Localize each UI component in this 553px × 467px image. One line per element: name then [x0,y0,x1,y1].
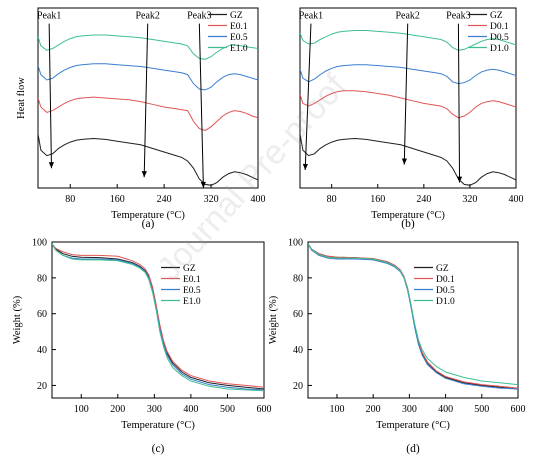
peak-label: Peak3 [446,11,470,22]
legend-label: E0.5 [183,286,201,296]
peak-arrow-line [304,23,312,171]
x-axis-label: Temperature (°C) [371,210,445,221]
y-tick-label: 100 [32,238,47,249]
y-tick-label: 60 [293,309,303,320]
panel-caption: (b) [401,218,415,230]
plot-frame [307,241,519,399]
x-axis-label: Temperature (°C) [121,420,195,431]
series-line-D0.1 [300,90,516,119]
peak-arrow-head [401,158,408,165]
y-tick-label: 80 [37,273,47,284]
peak-label: Peak1 [37,11,61,22]
series-line-E0.1 [38,96,258,131]
panel-d: 100 200 300 400 500 600 20 40 60 80 100 Temperature… [268,238,526,456]
series-line-E1.0 [52,243,264,392]
y-tick-label: 60 [37,309,47,320]
peak-arrow-head [302,163,309,170]
x-tick-label: 500 [474,404,489,415]
legend-label: D0.5 [436,286,455,296]
x-tick-label: 80 [327,194,337,205]
peak-label: Peak1 [299,11,323,22]
legend-label: D0.5 [490,33,509,43]
x-tick-label: 320 [204,194,219,205]
series-line-E1.0 [38,34,258,60]
x-tick-label: 300 [147,404,162,415]
legend-label: GZ [436,264,449,274]
x-tick-label: 320 [462,194,477,205]
x-tick-label: 80 [65,194,75,205]
y-tick-label: 80 [293,273,303,284]
series-line-D1.0 [300,30,516,51]
legend-label: E0.1 [230,22,248,32]
y-tick-label: 100 [288,238,303,249]
x-tick-label: 240 [416,194,431,205]
x-tick-label: 500 [220,404,235,415]
x-tick-label: 200 [366,404,381,415]
peak-label: Peak2 [135,11,159,22]
legend-label: D1.0 [436,297,455,307]
peak-arrow-line [143,23,149,178]
x-tick-label: 100 [329,404,344,415]
series-line-GZ [300,133,516,186]
legend-label: E1.0 [230,44,248,54]
peak-arrow-head [456,176,463,183]
series-line-E0.1 [52,243,264,388]
x-tick-label: 100 [74,404,89,415]
x-tick-label: 200 [110,404,125,415]
peak-arrow-line [457,23,461,183]
panel-caption: (d) [406,443,420,455]
legend-label: D0.1 [490,22,509,32]
x-tick-label: 600 [511,404,526,415]
legend-label: D1.0 [490,44,509,54]
panel-caption: (c) [152,443,165,455]
panel-a: 80 160 240 320 400 Temperature (°C) Heat flow (… [16,7,266,230]
panel-caption: (a) [142,218,155,230]
x-tick-label: 300 [402,404,417,415]
x-tick-label: 160 [110,194,125,205]
x-tick-label: 400 [438,404,453,415]
y-tick-label: 40 [293,345,303,356]
x-tick-label: 600 [257,404,272,415]
peak-label: Peak2 [395,11,419,22]
peak-arrow-line [198,23,204,189]
y-axis-label: Weight (%) [12,295,23,344]
x-axis-label: Temperature (°C) [376,420,450,431]
y-axis-label: Heat flow [16,77,27,119]
plot-frame [51,241,265,399]
series-line-GZ [38,133,258,186]
legend-label: GZ [183,264,196,274]
y-tick-label: 40 [37,345,47,356]
peak-arrow-line [403,23,409,165]
x-tick-label: 160 [370,194,385,205]
legend-label: E1.0 [183,297,201,307]
peak-arrow-head [200,181,206,188]
x-tick-label: 400 [183,404,198,415]
x-tick-label: 400 [251,194,266,205]
legend-label: GZ [490,11,503,21]
series-line-E0.5 [38,63,258,91]
y-axis-label: Weight (%) [268,295,279,344]
x-tick-label: 400 [509,194,524,205]
y-tick-label: 20 [37,381,47,392]
legend-label: D0.1 [436,275,455,285]
y-tick-label: 20 [293,381,303,392]
plot-frame [37,7,259,189]
legend-label: E0.1 [183,275,201,285]
legend-label: E0.5 [230,33,248,43]
peak-arrow-head [141,171,147,178]
peak-arrow-head [48,162,54,169]
legend-label: GZ [230,11,243,21]
peak-label: Peak3 [187,11,211,22]
series-line-D0.5 [300,64,516,85]
panel-c: 100 200 300 400 500 600 20 40 60 80 100 Temperature… [12,238,272,456]
plot-frame [299,7,517,189]
series-line-D1.0 [308,243,518,386]
x-tick-label: 240 [157,194,172,205]
peak-arrow-line [48,23,52,169]
x-axis-label: Temperature (°C) [111,210,185,221]
